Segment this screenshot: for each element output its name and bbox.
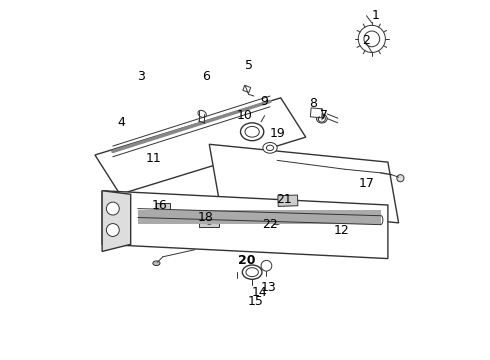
Bar (310, 108, 322, 118)
Circle shape (358, 25, 386, 53)
Text: 10: 10 (237, 109, 253, 122)
Ellipse shape (243, 265, 262, 279)
Text: 22: 22 (262, 218, 278, 231)
Polygon shape (102, 191, 388, 258)
Circle shape (205, 216, 214, 224)
Circle shape (273, 215, 279, 221)
Text: 21: 21 (276, 193, 292, 206)
Circle shape (364, 31, 380, 47)
Text: 13: 13 (260, 281, 276, 294)
Bar (199, 213, 219, 227)
Polygon shape (95, 98, 306, 194)
Text: 18: 18 (198, 211, 214, 224)
Text: 15: 15 (248, 295, 264, 308)
Text: 7: 7 (319, 109, 328, 122)
Text: 11: 11 (146, 152, 162, 165)
Circle shape (318, 115, 325, 122)
Polygon shape (102, 191, 131, 251)
Ellipse shape (263, 143, 277, 153)
Text: 12: 12 (334, 224, 349, 237)
Circle shape (106, 202, 119, 215)
Bar (138, 210, 381, 224)
Bar (243, 85, 251, 93)
Ellipse shape (153, 261, 160, 266)
Text: 2: 2 (363, 34, 370, 47)
Ellipse shape (245, 126, 259, 137)
Circle shape (106, 224, 119, 237)
Circle shape (270, 212, 283, 225)
Ellipse shape (267, 145, 273, 150)
Text: 16: 16 (151, 198, 167, 212)
Ellipse shape (379, 216, 383, 225)
Text: 6: 6 (202, 70, 210, 83)
Bar (156, 203, 170, 214)
Circle shape (397, 175, 404, 182)
Text: 20: 20 (238, 254, 256, 267)
Text: 5: 5 (245, 59, 252, 72)
Text: 3: 3 (138, 70, 146, 83)
Bar (278, 195, 298, 206)
Text: 8: 8 (309, 97, 317, 110)
Circle shape (261, 260, 272, 271)
Ellipse shape (246, 268, 258, 276)
Text: 17: 17 (359, 177, 374, 190)
Polygon shape (209, 144, 398, 223)
Text: 1: 1 (371, 9, 379, 22)
Text: 14: 14 (251, 286, 267, 299)
Text: 4: 4 (118, 116, 126, 129)
Text: 19: 19 (270, 127, 285, 140)
Ellipse shape (317, 114, 327, 123)
Ellipse shape (241, 123, 264, 141)
Ellipse shape (198, 111, 206, 117)
Text: 9: 9 (261, 95, 269, 108)
